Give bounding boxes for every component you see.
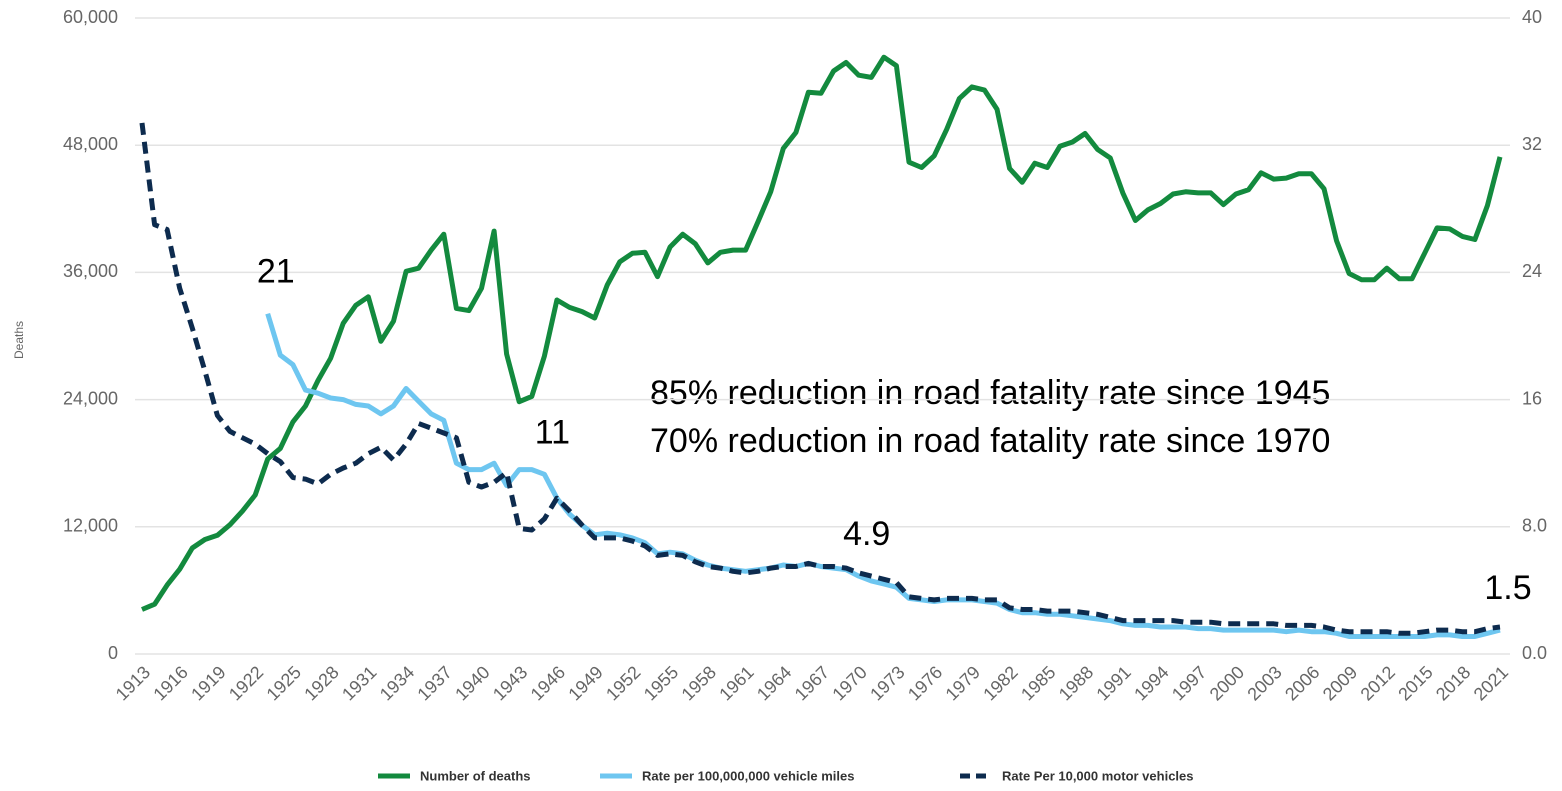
y-tick-label: 60,000 [63,7,118,27]
legend-label: Number of deaths [420,768,531,783]
x-tick-label: 1997 [1168,662,1210,704]
y-tick-label: 48,000 [63,134,118,154]
x-tick-label: 1973 [866,662,908,704]
y-tick-label: 24,000 [63,388,118,408]
y2-tick-label: 40 [1522,7,1542,27]
data-label: 11 [535,413,570,451]
x-tick-label: 2012 [1357,662,1399,704]
legend-label: Rate per 100,000,000 vehicle miles [642,768,854,783]
x-tick-label: 1985 [1017,662,1059,704]
annotation: 70% reduction in road fatality rate sinc… [650,422,1330,460]
y2-tick-label: 8.0 [1522,516,1547,536]
x-tick-label: 1943 [489,662,531,704]
x-tick-label: 1988 [1055,662,1097,704]
y-tick-label: 12,000 [63,516,118,536]
x-tick-label: 2009 [1319,662,1361,704]
x-tick-label: 1949 [564,662,606,704]
x-tick-label: 1922 [225,662,267,704]
x-tick-label: 1964 [753,662,795,704]
data-label: 4.9 [843,515,890,553]
x-tick-label: 1946 [527,662,569,704]
x-tick-label: 1955 [640,662,682,704]
y2-tick-label: 24 [1522,261,1542,281]
x-tick-label: 2021 [1470,662,1512,704]
x-tick-label: 1931 [338,662,380,704]
x-tick-label: 1925 [263,662,305,704]
x-tick-label: 1994 [1130,662,1172,704]
y2-tick-label: 16 [1522,388,1542,408]
x-tick-label: 2015 [1394,662,1436,704]
y-axis-label: Deaths [12,321,26,359]
x-tick-label: 1916 [149,662,191,704]
y-tick-label: 36,000 [63,261,118,281]
series-line [141,54,1503,612]
series-line [139,122,1501,636]
x-tick-label: 1991 [1093,662,1135,704]
x-tick-label: 1970 [828,662,870,704]
x-tick-label: 1913 [112,662,154,704]
x-tick-label: 1967 [791,662,833,704]
x-tick-label: 1961 [715,662,757,704]
x-tick-label: 1934 [376,662,418,704]
y2-tick-label: 0.0 [1522,643,1547,663]
x-tick-label: 2000 [1206,662,1248,704]
x-tick-label: 2003 [1243,662,1285,704]
x-tick-label: 1982 [979,662,1021,704]
x-tick-label: 1976 [904,662,946,704]
x-tick-label: 2018 [1432,662,1474,704]
x-tick-label: 1919 [187,662,229,704]
x-tick-label: 1979 [942,662,984,704]
x-tick-label: 1928 [300,662,342,704]
legend-label: Rate Per 10,000 motor vehicles [1002,768,1194,783]
x-tick-label: 1940 [451,662,493,704]
data-label: 1.5 [1484,569,1531,607]
x-tick-label: 1952 [602,662,644,704]
x-tick-label: 1958 [678,662,720,704]
data-label: 21 [257,253,295,291]
x-tick-label: 1937 [414,662,456,704]
x-tick-label: 2006 [1281,662,1323,704]
series-line [265,312,1501,639]
annotation: 85% reduction in road fatality rate sinc… [650,374,1330,412]
y-tick-label: 0 [108,643,118,663]
y2-tick-label: 32 [1522,134,1542,154]
